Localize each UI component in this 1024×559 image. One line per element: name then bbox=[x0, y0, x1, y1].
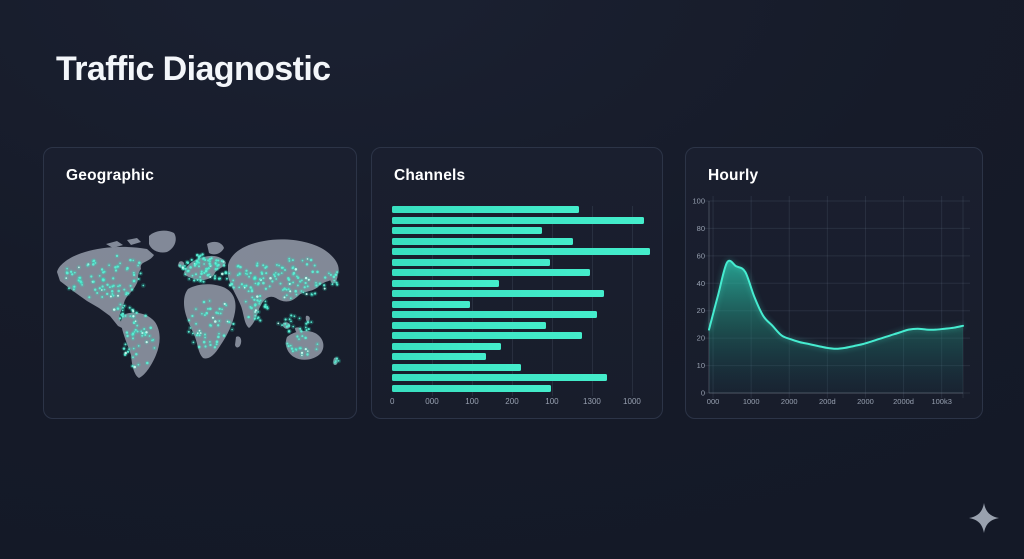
panel-title-channels: Channels bbox=[394, 167, 466, 184]
hourly-x-tick-label: 100k3 bbox=[931, 397, 951, 406]
hourly-y-tick-label: 10 bbox=[697, 361, 705, 370]
channels-x-tick-label: 100 bbox=[465, 397, 479, 406]
hourly-area-fill bbox=[709, 260, 963, 393]
channel-bar bbox=[392, 227, 543, 235]
channel-bar bbox=[392, 332, 583, 340]
hourly-y-tick-label: 20 bbox=[697, 334, 705, 343]
panel-title-geographic: Geographic bbox=[66, 167, 155, 184]
channel-bar bbox=[392, 363, 521, 371]
channel-bar bbox=[392, 206, 580, 213]
channels-x-tick-label: 000 bbox=[425, 397, 439, 406]
channel-bar bbox=[392, 237, 574, 245]
channels-x-axis-labels: 0 000 100 200 100 1300 1000 bbox=[390, 397, 650, 409]
channels-gridline bbox=[551, 206, 553, 396]
hourly-y-tick-label: 80 bbox=[697, 224, 705, 233]
channels-gridline bbox=[471, 206, 473, 396]
channel-bar bbox=[392, 216, 644, 224]
channel-bar bbox=[392, 353, 486, 361]
channels-x-tick-label: 1300 bbox=[583, 397, 601, 406]
channels-gridline bbox=[591, 206, 593, 396]
world-map-activity-dots bbox=[63, 252, 342, 370]
hourly-x-tick-label: 000 bbox=[707, 397, 720, 406]
channels-gridline bbox=[631, 206, 633, 396]
channels-x-tick-label: 1000 bbox=[623, 397, 641, 406]
channels-gridline bbox=[511, 206, 513, 396]
sparkle-icon bbox=[968, 502, 1000, 534]
channels-x-tick-label: 100 bbox=[545, 397, 559, 406]
channel-bar bbox=[392, 342, 501, 350]
page-title: Traffic Diagnostic bbox=[56, 50, 331, 88]
hourly-y-tick-label: 0 bbox=[701, 389, 705, 398]
channels-bar-chart bbox=[392, 206, 650, 396]
channels-bars bbox=[392, 206, 650, 392]
channel-bar bbox=[392, 311, 598, 319]
channel-bar bbox=[392, 321, 546, 329]
channel-bar bbox=[392, 290, 605, 298]
channel-bar bbox=[392, 279, 499, 287]
channel-bar bbox=[392, 374, 608, 382]
hourly-y-tick-label: 60 bbox=[697, 251, 705, 260]
hourly-y-tick-label: 100 bbox=[692, 197, 705, 206]
panel-title-hourly: Hourly bbox=[708, 167, 759, 184]
panel-channels: Channels 0 000 100 200 100 1300 1000 bbox=[371, 147, 663, 419]
hourly-x-tick-label: 2000d bbox=[893, 397, 914, 406]
channel-bar bbox=[392, 258, 550, 266]
hourly-line bbox=[708, 259, 964, 350]
hourly-x-tick-label: 1000 bbox=[743, 397, 760, 406]
channel-bar bbox=[392, 269, 591, 277]
world-map-landmass bbox=[57, 230, 339, 378]
hourly-y-tick-label: 40 bbox=[697, 279, 705, 288]
hourly-x-tick-label: 2000 bbox=[781, 397, 798, 406]
channel-bar bbox=[392, 384, 551, 392]
hourly-y-tick-label: 20 bbox=[697, 306, 705, 315]
panel-geographic: Geographic bbox=[43, 147, 357, 419]
panel-hourly: Hourly 100 80 60 40 20 20 10 0 000 1000 2000 200d 20… bbox=[685, 147, 983, 419]
channel-bar bbox=[392, 300, 471, 308]
world-map bbox=[57, 230, 342, 378]
channel-bar bbox=[392, 248, 650, 256]
hourly-x-tick-label: 2000 bbox=[857, 397, 874, 406]
channels-x-tick-label: 0 bbox=[390, 397, 395, 406]
channels-x-tick-label: 200 bbox=[505, 397, 519, 406]
hourly-x-tick-label: 200d bbox=[819, 397, 836, 406]
